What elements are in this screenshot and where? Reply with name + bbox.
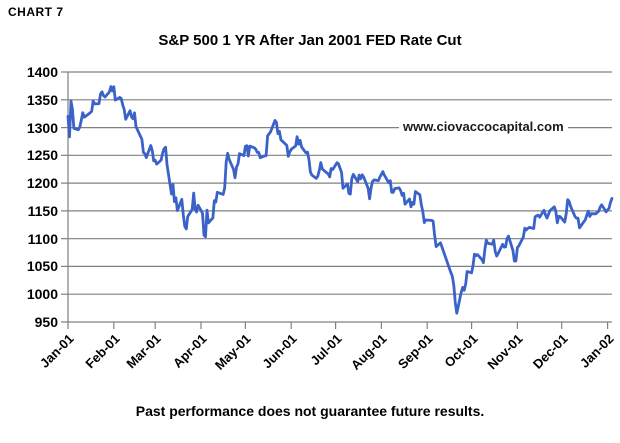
y-axis-label: 1350 — [26, 91, 58, 108]
y-axis-label: 1100 — [27, 230, 58, 247]
y-axis-label: 1150 — [27, 202, 58, 219]
disclaimer-text: Past performance does not guarantee futu… — [135, 403, 485, 419]
price-line — [66, 85, 614, 315]
y-axis-label: 1400 — [26, 64, 58, 80]
watermark-text: www.ciovaccocapital.com — [399, 119, 568, 134]
y-axis-label: 1200 — [26, 175, 58, 192]
chart-number-label: CHART 7 — [8, 5, 64, 19]
y-axis-label: 950 — [34, 314, 58, 330]
y-axis-label: 1000 — [26, 286, 58, 303]
chart-title: S&P 500 1 YR After Jan 2001 FED Rate Cut — [158, 32, 462, 49]
y-axis-label: 1300 — [26, 119, 58, 136]
line-chart — [61, 71, 614, 329]
y-axis-label: 1250 — [26, 147, 58, 164]
y-axis-label: 1050 — [26, 258, 58, 275]
